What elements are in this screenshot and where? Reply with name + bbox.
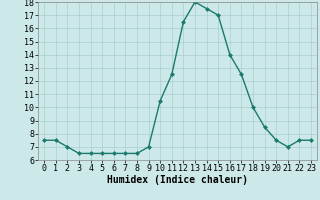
X-axis label: Humidex (Indice chaleur): Humidex (Indice chaleur) — [107, 175, 248, 185]
